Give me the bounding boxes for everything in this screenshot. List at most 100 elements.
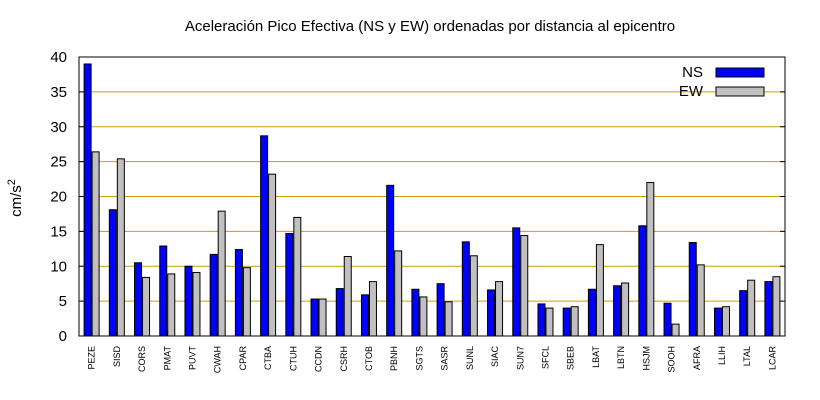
axes bbox=[78, 56, 786, 337]
bar-ew bbox=[444, 301, 453, 337]
bar-ew bbox=[268, 173, 277, 337]
y-tick-labels: 0 5 10 15 20 25 30 35 40 bbox=[50, 49, 67, 345]
y-axis-label-superscript: 2 bbox=[6, 179, 18, 185]
bar-ew bbox=[747, 279, 756, 337]
bar-ew bbox=[545, 307, 554, 337]
bar-ns bbox=[108, 209, 117, 337]
bar-ns bbox=[260, 135, 269, 337]
y-tick-label: 25 bbox=[50, 154, 67, 171]
y-tick-label: 10 bbox=[50, 258, 67, 275]
x-tick-label: AFRA bbox=[692, 346, 702, 370]
bar-ew bbox=[419, 296, 428, 337]
bar-ew bbox=[772, 276, 781, 337]
x-tick-label: LBTN bbox=[616, 346, 626, 369]
bar-ns bbox=[134, 262, 143, 337]
bar-ns bbox=[461, 241, 470, 337]
bar-ns bbox=[587, 288, 596, 337]
x-tick-label: CPAR bbox=[238, 346, 248, 371]
x-tick-label: LLIH bbox=[717, 346, 727, 365]
bar-ns bbox=[688, 242, 697, 337]
legend-label-ew: EW bbox=[679, 83, 704, 100]
bar-ew bbox=[116, 158, 125, 337]
bar-ns bbox=[411, 288, 420, 337]
bar-ew bbox=[217, 210, 226, 337]
bar-ew bbox=[595, 244, 604, 337]
bar-ew bbox=[646, 182, 655, 337]
x-tick-label: LTAL bbox=[742, 346, 752, 366]
bar-ew bbox=[91, 151, 100, 337]
bar-ns bbox=[562, 307, 571, 337]
y-tick-label: 15 bbox=[50, 223, 67, 240]
x-tick-label: SBEB bbox=[566, 346, 576, 370]
x-tick-label: SASR bbox=[440, 346, 450, 371]
bar-ew bbox=[721, 306, 730, 337]
bar-ew bbox=[621, 282, 630, 337]
x-tick-label: CTUH bbox=[288, 346, 298, 371]
x-tick-label: SOOH bbox=[667, 346, 677, 373]
x-tick-label: LBAT bbox=[591, 346, 601, 368]
bar-ns bbox=[310, 298, 319, 337]
x-tick-label: CTOB bbox=[364, 346, 374, 371]
bar-ew bbox=[469, 255, 478, 337]
y-tick-label: 40 bbox=[50, 49, 67, 66]
x-tick-label: CSRH bbox=[339, 346, 349, 372]
bar-ns bbox=[512, 227, 521, 337]
bar-ns bbox=[184, 265, 193, 337]
bar-ns bbox=[386, 184, 395, 337]
legend: NS EW bbox=[679, 64, 765, 100]
legend-swatch-ew bbox=[715, 86, 765, 97]
bar-ew bbox=[570, 306, 579, 337]
x-tick-label: LCAR bbox=[767, 346, 777, 371]
bar-ns bbox=[487, 289, 496, 337]
y-axis-label-unit: cm/s bbox=[8, 185, 25, 217]
y-tick-label: 30 bbox=[50, 119, 67, 136]
bar-ns bbox=[436, 283, 445, 337]
x-tick-label: SISD bbox=[112, 346, 122, 368]
grid-lines bbox=[79, 56, 785, 302]
bar-ns bbox=[638, 225, 647, 337]
bar-ns bbox=[360, 294, 369, 337]
bar-ew bbox=[520, 235, 529, 337]
bar-ns bbox=[335, 288, 344, 337]
legend-label-ns: NS bbox=[682, 64, 703, 81]
bar-ew bbox=[368, 281, 377, 337]
bar-ns bbox=[83, 63, 92, 337]
bar-ns bbox=[285, 232, 294, 337]
bar-ns bbox=[739, 290, 748, 337]
bar-ew bbox=[495, 281, 504, 337]
x-tick-label: SIAC bbox=[490, 346, 500, 368]
bar-ns bbox=[159, 245, 168, 337]
bar-ns bbox=[713, 307, 722, 337]
x-tick-label: PEZE bbox=[87, 346, 97, 370]
x-tick-label: PUVT bbox=[187, 346, 197, 371]
bar-ew bbox=[142, 276, 151, 337]
legend-swatch-ns bbox=[715, 67, 765, 78]
y-tick-label: 35 bbox=[50, 84, 67, 101]
bar-ew bbox=[343, 255, 352, 337]
x-tick-label: CTBA bbox=[263, 346, 273, 370]
bar-ns bbox=[209, 253, 218, 337]
x-tick-label: SGTS bbox=[414, 346, 424, 371]
y-axis-label: cm/s2 bbox=[6, 179, 25, 217]
x-tick-label: CWAH bbox=[213, 346, 223, 373]
x-tick-label: CCDN bbox=[314, 346, 324, 372]
x-tick-label: SUN7 bbox=[515, 346, 525, 370]
bar-ew bbox=[671, 323, 680, 337]
bar-ew bbox=[167, 273, 176, 337]
bar-ew bbox=[192, 272, 201, 337]
y-tick-label: 0 bbox=[59, 328, 67, 345]
y-tick-label: 5 bbox=[59, 293, 67, 310]
x-tick-label: SFCL bbox=[540, 346, 550, 369]
x-tick-label: PMAT bbox=[162, 346, 172, 371]
bar-ns bbox=[613, 285, 622, 337]
x-tick-label: CORS bbox=[137, 346, 147, 372]
chart-title: Aceleración Pico Efectiva (NS y EW) orde… bbox=[185, 18, 675, 35]
bar-ew bbox=[394, 250, 403, 337]
bar-ns bbox=[764, 281, 773, 337]
x-tick-label: HSJM bbox=[641, 346, 651, 371]
bar-ew bbox=[696, 264, 705, 337]
x-tick-labels: PEZE SISD CORS PMAT PUVT CWAH CPAR CTBA CTUH CCDN… bbox=[87, 346, 778, 374]
bar-ew bbox=[242, 267, 251, 337]
